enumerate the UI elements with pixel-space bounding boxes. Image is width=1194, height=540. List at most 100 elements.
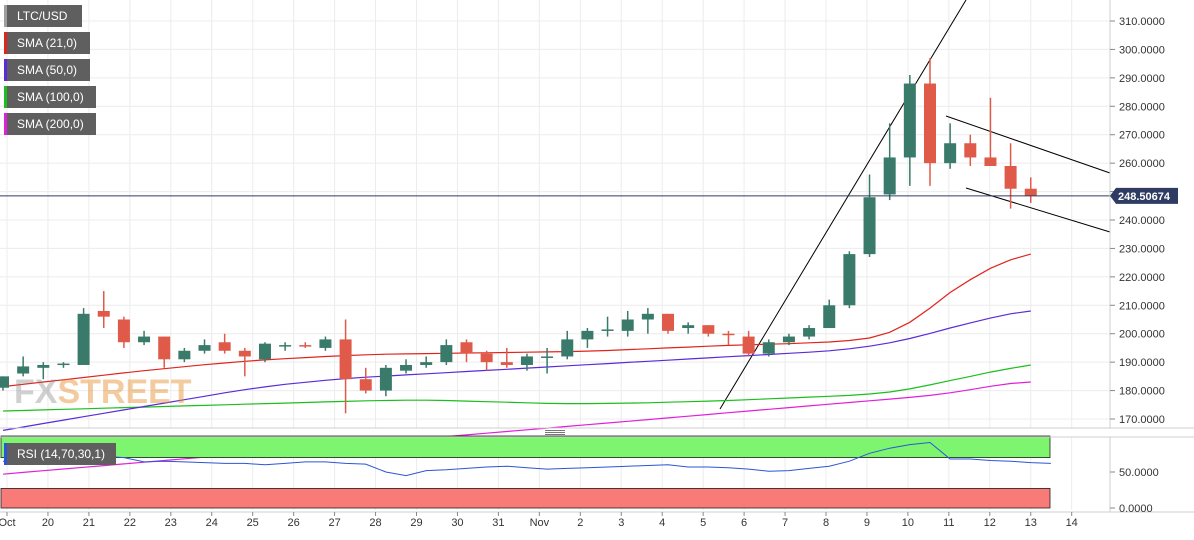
rsi-tick-label: 0.0000	[1119, 503, 1153, 515]
candle	[541, 347, 554, 374]
candle	[823, 299, 836, 329]
candle-body	[621, 319, 634, 331]
candle-body	[742, 336, 755, 354]
candle	[964, 134, 977, 166]
price-tag-label: 248.50674	[1118, 191, 1171, 203]
x-tick-label: 4	[659, 517, 665, 529]
legend-sma-200[interactable]: SMA (200,0)	[4, 113, 96, 135]
x-tick-label: 31	[492, 517, 504, 529]
candle	[339, 319, 352, 414]
candle	[641, 308, 654, 334]
candle	[883, 123, 896, 201]
legend-sma-21[interactable]: SMA (21,0)	[4, 32, 90, 54]
candle	[178, 347, 191, 363]
x-tick-label: 26	[288, 517, 300, 529]
candle-body	[803, 328, 816, 337]
pane-resize-handle[interactable]	[545, 430, 565, 436]
legend-sma-100[interactable]: SMA (100,0)	[4, 86, 96, 108]
candle-body	[682, 325, 695, 329]
candle	[742, 330, 755, 357]
y-tick-label: 190.0000	[1119, 357, 1165, 369]
legend-label: SMA (50,0)	[17, 63, 78, 77]
candle-body	[77, 313, 90, 365]
x-tick-label: 28	[369, 517, 381, 529]
candle	[520, 353, 533, 371]
candle-body	[138, 336, 151, 343]
rsi-overbought-zone	[0, 435, 1051, 459]
x-tick-label: 6	[741, 517, 747, 529]
candle	[37, 362, 50, 380]
candle-body	[17, 366, 30, 374]
candle-body	[319, 339, 332, 348]
candle	[420, 356, 433, 368]
candle	[782, 333, 795, 346]
x-tick-label: 20	[42, 517, 54, 529]
candle	[762, 339, 775, 357]
x-tick-label: 8	[823, 517, 829, 529]
candle-body	[520, 356, 533, 365]
candle	[682, 322, 695, 334]
candle-body	[198, 345, 211, 351]
y-tick-label: 220.0000	[1119, 272, 1165, 284]
candle-body	[903, 83, 916, 158]
x-tick-label: 30	[451, 517, 463, 529]
sma-50-line	[2, 310, 1031, 431]
trendlines	[719, 0, 1111, 410]
candle-body	[420, 362, 433, 365]
candle-body	[279, 345, 292, 347]
candle	[198, 339, 211, 354]
candle-body	[460, 342, 473, 354]
candle	[561, 330, 574, 360]
x-tick-label: Oct	[0, 517, 16, 529]
candle-body	[843, 254, 856, 306]
candle	[97, 291, 110, 329]
legend-label: LTC/USD	[17, 9, 68, 23]
candle-body	[944, 143, 957, 164]
candle-body	[581, 330, 594, 340]
y-tick-label: 200.0000	[1119, 329, 1165, 341]
candle	[944, 123, 957, 169]
candle	[662, 313, 675, 334]
legend-ltc-usd[interactable]: LTC/USD	[4, 5, 82, 27]
candle	[57, 362, 70, 368]
candle-body	[782, 336, 795, 343]
x-tick-label: 24	[206, 517, 218, 529]
candle-body	[762, 342, 775, 354]
candle	[702, 325, 715, 337]
candle-body	[601, 329, 614, 331]
candle	[460, 339, 473, 363]
x-tick-label: 14	[1066, 517, 1078, 529]
candle-body	[238, 350, 251, 357]
legend-rsi[interactable]: RSI (14,70,30,1)	[4, 443, 116, 465]
candle	[238, 347, 251, 377]
legend-sma-50[interactable]: SMA (50,0)	[4, 59, 90, 81]
candle-body	[440, 345, 453, 363]
candle-body	[500, 362, 513, 365]
y-tick-label: 270.0000	[1119, 130, 1165, 142]
candle	[923, 57, 936, 186]
candle-body	[37, 364, 50, 368]
candle	[581, 328, 594, 348]
candle-body	[1004, 165, 1017, 189]
candle	[359, 367, 372, 394]
candle-body	[964, 143, 977, 158]
candle	[400, 359, 413, 374]
candle	[863, 174, 876, 257]
candle	[803, 325, 816, 340]
legend-label: SMA (200,0)	[17, 117, 84, 131]
candle-body	[57, 363, 70, 366]
current-price-tag: 248.50674	[1110, 187, 1178, 204]
legend-label: SMA (100,0)	[17, 90, 84, 104]
sma-200-line	[2, 381, 1031, 475]
rsi-oversold-zone	[0, 487, 1051, 509]
candle-body	[0, 376, 9, 388]
candle	[258, 342, 271, 363]
axes: 170.0000180.0000190.0000200.0000210.0000…	[0, 0, 1194, 529]
trendline-lower-channel	[965, 187, 1111, 233]
candle-body	[984, 157, 997, 166]
y-tick-label: 310.0000	[1119, 16, 1165, 28]
candle	[621, 310, 634, 337]
x-tick-label: 27	[328, 517, 340, 529]
